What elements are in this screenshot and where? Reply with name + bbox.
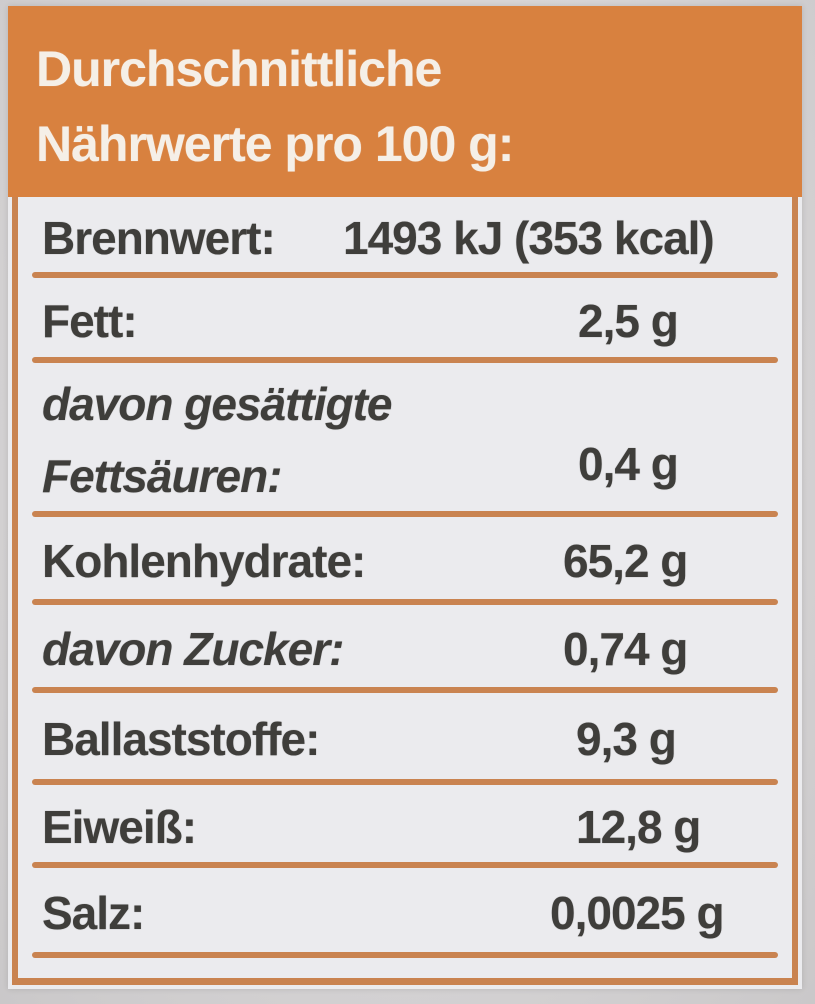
row-fett: Fett: 2,5 g — [18, 278, 792, 363]
nutrient-label: Ballaststoffe: — [42, 713, 320, 765]
nutrition-header: Durchschnittliche Nährwerte pro 100 g: — [8, 6, 802, 197]
nutrient-value: 0,74 g — [563, 623, 688, 675]
nutrient-label: Fett: — [42, 294, 138, 347]
nutrient-label: Salz: — [42, 887, 145, 939]
nutrition-table-frame: Brennwert: 1493 kJ (353 kcal) Fett: 2,5 … — [8, 197, 802, 989]
nutrient-label: Eiweiß: — [42, 800, 197, 853]
header-line-1: Durchschnittliche — [36, 41, 442, 97]
header-line-2: Nährwerte pro 100 g: — [36, 116, 514, 172]
row-divider — [32, 779, 778, 785]
row-ballaststoffe: Ballaststoffe: 9,3 g — [18, 693, 792, 785]
nutrient-label: Brennwert: — [42, 211, 276, 264]
nutrient-value: 1493 kJ (353 kcal) — [343, 211, 715, 264]
row-eiweiss: Eiweiß: 12,8 g — [18, 785, 792, 868]
nutrient-label: Kohlenhydrate: — [42, 535, 366, 587]
nutrient-value: 12,8 g — [576, 800, 701, 853]
nutrient-value: 0,0025 g — [550, 887, 725, 939]
row-divider — [32, 272, 778, 278]
nutrient-value: 9,3 g — [576, 713, 677, 765]
row-brennwert: Brennwert: 1493 kJ (353 kcal) — [18, 197, 792, 278]
row-divider — [32, 952, 778, 958]
row-divider — [32, 687, 778, 693]
row-divider — [32, 599, 778, 605]
row-divider — [32, 511, 778, 517]
row-kohlenhydrate: Kohlenhydrate: 65,2 g — [18, 517, 792, 605]
row-divider — [32, 357, 778, 363]
row-gesaettigte-fettsaeuren: davon gesättigte Fettsäuren: 0,4 g — [18, 363, 792, 517]
row-salz: Salz: 0,0025 g — [18, 868, 792, 958]
nutrient-value: 65,2 g — [563, 535, 688, 587]
nutrient-label: davon Zucker: — [42, 623, 344, 675]
row-divider — [32, 862, 778, 868]
nutrition-label: Durchschnittliche Nährwerte pro 100 g: B… — [8, 6, 802, 989]
row-davon-zucker: davon Zucker: 0,74 g — [18, 605, 792, 693]
nutrient-value: 0,4 g — [578, 438, 679, 490]
nutrient-value: 2,5 g — [578, 294, 679, 347]
nutrient-label: davon gesättigte Fettsäuren: — [42, 378, 393, 502]
nutrition-table: Brennwert: 1493 kJ (353 kcal) Fett: 2,5 … — [12, 197, 798, 985]
